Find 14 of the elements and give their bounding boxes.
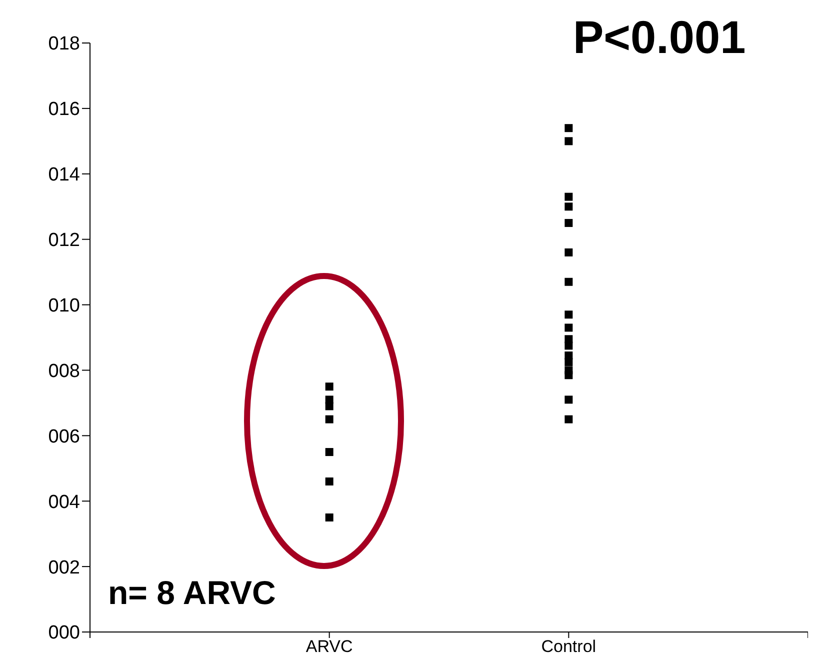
- y-tick-label: 008: [48, 360, 80, 382]
- y-tick-label: 014: [48, 164, 80, 186]
- y-tick-label: 006: [48, 426, 80, 448]
- x-tick-label: Control: [541, 637, 596, 656]
- y-tick-label: 004: [48, 492, 80, 513]
- y-tick-label: 000: [48, 622, 80, 644]
- y-tick-label: 012: [48, 230, 80, 252]
- y-tick-label: 010: [48, 296, 80, 317]
- x-tick-label: ARVC: [306, 637, 353, 656]
- y-tick-label: 016: [48, 99, 80, 120]
- y-tick-label: 002: [48, 557, 80, 578]
- annotation: P<0.001: [573, 10, 746, 64]
- annotation: n= 8 ARVC: [108, 574, 276, 612]
- y-tick-label: 018: [48, 34, 80, 55]
